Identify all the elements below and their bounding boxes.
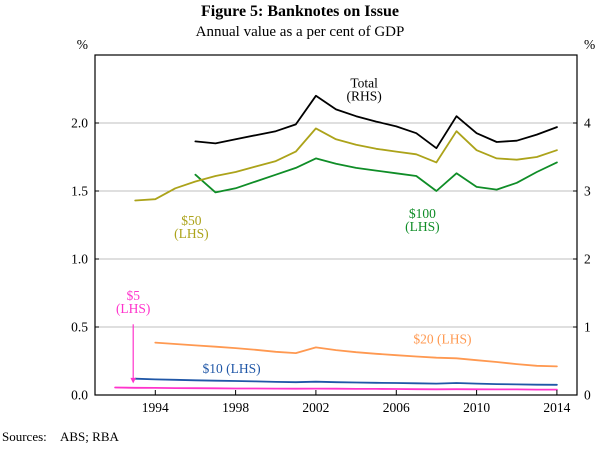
x-tick-label: 2002 — [302, 400, 329, 415]
right-tick-label: 3 — [584, 184, 591, 199]
x-tick-label: 2010 — [463, 400, 490, 415]
series-line-twenty — [154, 341, 558, 368]
figure-title: Figure 5: Banknotes on Issue — [201, 3, 399, 20]
plot-border — [94, 54, 578, 396]
sources-note: Sources: ABS; RBA — [2, 429, 119, 445]
left-tick-label: 1.0 — [71, 252, 88, 267]
series-line-ten — [134, 377, 558, 386]
sources-value: ABS; RBA — [60, 429, 119, 444]
x-tick-label: 2014 — [543, 400, 570, 415]
annotation-total-label: Total — [350, 76, 378, 91]
banknotes-line-chart: 1994 1998 2002 2006 2010 20140.00.51.01.52.0%… — [71, 37, 595, 415]
left-tick-label: 1.5 — [71, 184, 88, 199]
annotation-ten-label: $10 (LHS) — [203, 361, 261, 376]
right-axis-unit: % — [584, 37, 595, 52]
figure-subtitle: Annual value as a per cent of GDP — [195, 24, 405, 40]
x-tick-label: 2006 — [383, 400, 410, 415]
left-tick-label: 0.5 — [71, 320, 88, 335]
annotation-five-label: (LHS) — [116, 301, 151, 316]
series-line-fifty — [134, 127, 558, 202]
right-tick-label: 1 — [584, 320, 591, 335]
series-line-total — [194, 94, 558, 150]
series-line-five — [114, 386, 558, 391]
series-line-hundred — [194, 157, 558, 194]
annotation-five-label: $5 — [126, 288, 140, 303]
arrow-head-icon — [130, 377, 136, 384]
annotation-fifty-label: (LHS) — [174, 226, 209, 241]
annotation-fifty-label: $50 — [181, 213, 202, 228]
left-axis-unit: % — [77, 37, 88, 52]
x-tick-label: 1998 — [222, 400, 249, 415]
sources-label: Sources: — [2, 429, 47, 444]
annotation-twenty-label: $20 (LHS) — [413, 331, 471, 346]
right-tick-label: 2 — [584, 252, 591, 267]
right-tick-label: 0 — [584, 388, 591, 403]
left-tick-label: 2.0 — [71, 116, 88, 131]
x-tick-label: 1994 — [142, 400, 169, 415]
annotation-hundred-label: $100 — [409, 206, 436, 221]
annotation-total-label: (RHS) — [346, 89, 381, 104]
right-tick-label: 4 — [584, 116, 591, 131]
annotation-hundred-label: (LHS) — [405, 219, 440, 234]
left-tick-label: 0.0 — [71, 388, 88, 403]
